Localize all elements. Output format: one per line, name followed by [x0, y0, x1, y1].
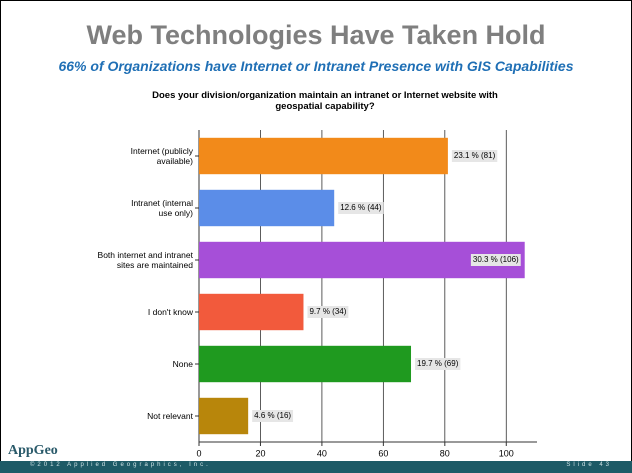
value-label-bg [252, 410, 294, 422]
x-tick-label: 20 [255, 448, 265, 458]
bar [199, 137, 448, 175]
chart-title: Does your division/organization maintain… [152, 90, 498, 112]
value-label: 4.6 % (16) [254, 411, 291, 420]
value-label-bg [307, 306, 349, 318]
bar [199, 189, 335, 227]
copyright: ©2012 Applied Geographics, Inc. [30, 462, 211, 468]
footer-bar [0, 461, 632, 473]
logo: AppGeo [8, 443, 58, 458]
x-tick-label: 40 [317, 448, 327, 458]
value-label: 30.3 % (106) [473, 255, 519, 264]
y-tick-label: Internet (publicly available) [130, 146, 193, 166]
value-label-bg [338, 202, 384, 214]
value-label-bg [451, 150, 498, 162]
bar [199, 345, 412, 383]
x-tick-label: 80 [440, 448, 450, 458]
value-label: 23.1 % (81) [454, 151, 496, 160]
slide-number: Slide 43 [566, 462, 612, 468]
y-tick-label: Not relevant [147, 411, 193, 421]
value-label-bg [470, 254, 521, 266]
bar [199, 293, 304, 331]
y-tick-label: Intranet (internal use only) [131, 198, 193, 218]
slide-title: Web Technologies Have Taken Hold [86, 20, 546, 50]
slide-subtitle: 66% of Organizations have Internet or In… [58, 58, 574, 74]
bar [199, 241, 525, 279]
y-tick-label: Both internet and intranet sites are mai… [97, 250, 193, 270]
value-label-bg [415, 358, 461, 370]
value-label: 9.7 % (34) [309, 307, 346, 316]
value-label: 12.6 % (44) [340, 203, 382, 212]
value-label: 19.7 % (69) [417, 359, 459, 368]
y-tick-label: None [172, 359, 193, 369]
bar [199, 397, 249, 435]
x-tick-label: 0 [196, 448, 201, 458]
y-tick-label: I don't know [147, 307, 193, 317]
x-tick-label: 100 [499, 448, 514, 458]
x-tick-label: 60 [378, 448, 388, 458]
